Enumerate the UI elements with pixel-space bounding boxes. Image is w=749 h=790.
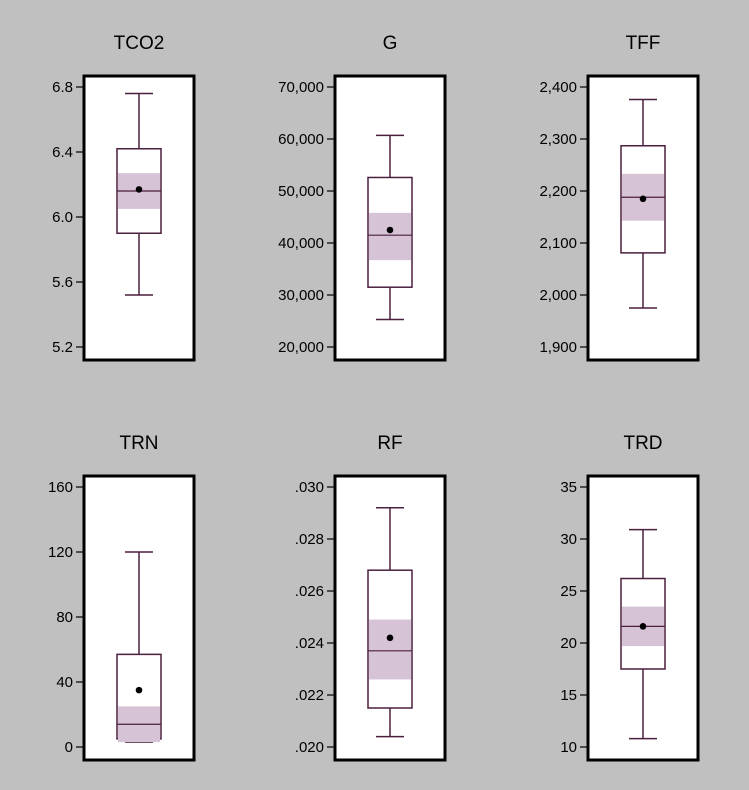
- panel-title-tco2: TCO2: [114, 33, 165, 54]
- y-tick-label-g: 60,000: [278, 131, 324, 148]
- y-tick-label-tff: 1,900: [539, 339, 577, 356]
- y-tick-label-trd: 10: [560, 739, 577, 756]
- y-tick-label-tco2: 5.2: [52, 339, 73, 356]
- y-tick-label-trd: 15: [560, 687, 577, 704]
- y-tick-label-tco2: 5.6: [52, 274, 73, 291]
- y-tick-label-g: 70,000: [278, 79, 324, 96]
- y-tick-label-trn: 80: [56, 609, 73, 626]
- mean-marker-trd: [639, 623, 647, 630]
- mean-marker-trn: [135, 686, 143, 694]
- y-tick-label-trd: 20: [560, 635, 577, 652]
- mean-marker-rf: [386, 634, 394, 642]
- y-tick-label-tff: 2,300: [539, 131, 577, 148]
- y-tick-label-trn: 0: [65, 739, 73, 756]
- y-tick-label-rf: .024: [295, 635, 324, 652]
- y-tick-label-rf: .022: [295, 687, 324, 704]
- y-tick-label-tco2: 6.0: [52, 209, 73, 226]
- y-tick-label-trn: 120: [48, 544, 73, 561]
- mean-marker-tff: [639, 195, 647, 203]
- y-tick-label-tff: 2,000: [539, 287, 577, 304]
- y-tick-label-trd: 35: [560, 479, 577, 496]
- y-tick-label-tco2: 6.8: [52, 79, 73, 96]
- mean-marker-g: [386, 226, 394, 234]
- panel-title-rf: RF: [377, 433, 402, 454]
- mean-marker-tco2: [135, 186, 143, 193]
- median-ci-band-g: [369, 212, 411, 261]
- y-tick-label-rf: .028: [295, 531, 324, 548]
- panel-title-trn: TRN: [119, 433, 158, 454]
- y-tick-label-rf: .026: [295, 583, 324, 600]
- panel-title-g: G: [383, 33, 398, 54]
- y-tick-label-tff: 2,200: [539, 183, 577, 200]
- y-tick-label-g: 40,000: [278, 235, 324, 252]
- y-tick-label-trd: 25: [560, 583, 577, 600]
- y-tick-label-g: 30,000: [278, 287, 324, 304]
- panel-title-trd: TRD: [623, 433, 662, 454]
- y-tick-label-trn: 40: [56, 674, 73, 691]
- median-ci-band-rf: [369, 619, 411, 680]
- y-tick-label-trn: 160: [48, 479, 73, 496]
- y-tick-label-g: 50,000: [278, 183, 324, 200]
- y-tick-label-rf: .030: [295, 479, 324, 496]
- y-tick-label-tff: 2,100: [539, 235, 577, 252]
- y-tick-label-tco2: 6.4: [52, 144, 73, 161]
- y-tick-label-tff: 2,400: [539, 79, 577, 96]
- y-tick-label-g: 20,000: [278, 339, 324, 356]
- panel-title-tff: TFF: [626, 33, 661, 54]
- y-tick-label-rf: .020: [295, 739, 324, 756]
- y-tick-label-trd: 30: [560, 531, 577, 548]
